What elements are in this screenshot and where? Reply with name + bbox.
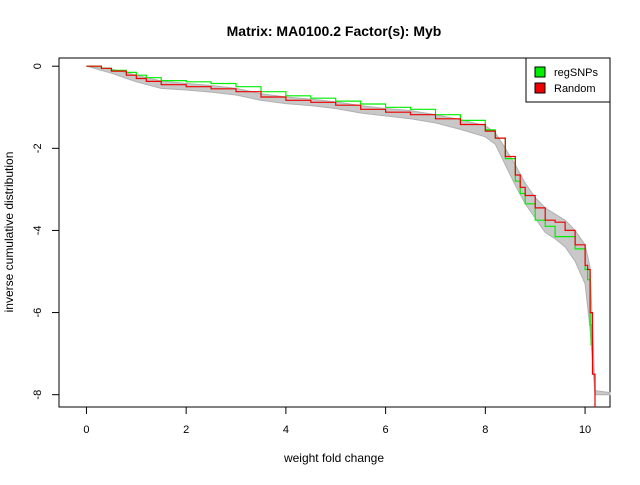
x-tick-label: 0 xyxy=(83,424,89,436)
axis-layer: 0 2 4 6 8 10 0 -2 -4 -6 -8 xyxy=(32,63,591,436)
x-tick-label: 4 xyxy=(283,424,289,436)
y-tick-label: -2 xyxy=(32,143,44,153)
series-line-regsnps xyxy=(86,65,592,346)
x-tick-label: 10 xyxy=(579,424,591,436)
random-band-area xyxy=(86,65,611,396)
y-tick-label: 0 xyxy=(32,63,44,69)
y-tick-label: -8 xyxy=(32,390,44,400)
x-tick-label: 2 xyxy=(183,424,189,436)
y-axis-label: inverse cumulative distribution xyxy=(2,152,16,313)
y-tick-label: -6 xyxy=(32,308,44,318)
legend-label-random: Random xyxy=(554,83,596,95)
x-axis-label: weight fold change xyxy=(283,451,384,465)
x-tick-label: 6 xyxy=(383,424,389,436)
series-layer xyxy=(86,65,596,407)
x-tick-label: 8 xyxy=(482,424,488,436)
legend-swatch-regsnps xyxy=(534,66,546,78)
legend-box xyxy=(525,57,611,103)
legend-label-regsnps: regSNPs xyxy=(554,67,599,79)
chart-title: Matrix: MA0100.2 Factor(s): Myb xyxy=(227,23,442,39)
legend-swatch-random xyxy=(534,82,546,94)
series-line-random xyxy=(86,65,596,407)
legend: regSNPs Random xyxy=(525,57,611,103)
plot-frame xyxy=(58,57,611,408)
y-tick-label: -4 xyxy=(32,226,44,236)
random-band-layer xyxy=(86,65,611,396)
